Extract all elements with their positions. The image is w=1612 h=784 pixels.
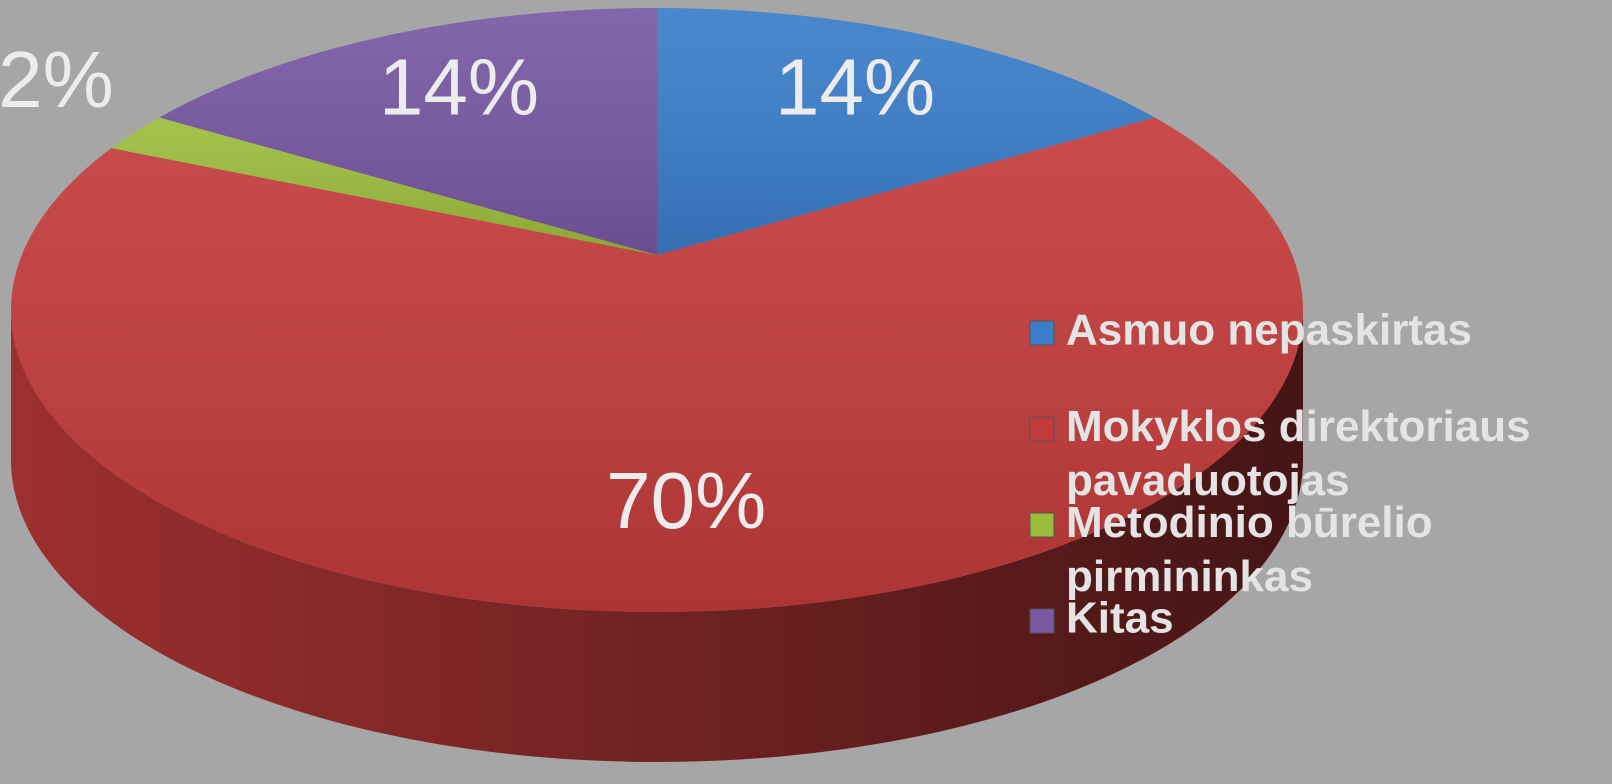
legend-swatch [1029,608,1055,634]
pie-slice-shade [111,117,658,255]
pie-slice-shade [11,117,1304,612]
data-label: 2% [0,35,114,124]
data-label: 14% [775,42,935,131]
pie-slice-shade [657,8,1155,255]
legend-swatch [1029,512,1055,538]
pie-side-shade [11,310,1303,762]
legend-swatch [1029,416,1055,442]
legend-label: Metodinio būrelio pirmininkas [1066,498,1445,601]
data-label: 70% [606,456,766,545]
legend-label: Mokyklos direktoriaus pavaduotojas [1066,402,1543,505]
legend-label: Asmuo nepaskirtas [1066,306,1472,355]
pie-slice-shade [159,8,657,255]
data-label: 14% [379,42,539,131]
legend-swatch [1029,320,1055,346]
legend-label: Kitas [1066,594,1174,643]
